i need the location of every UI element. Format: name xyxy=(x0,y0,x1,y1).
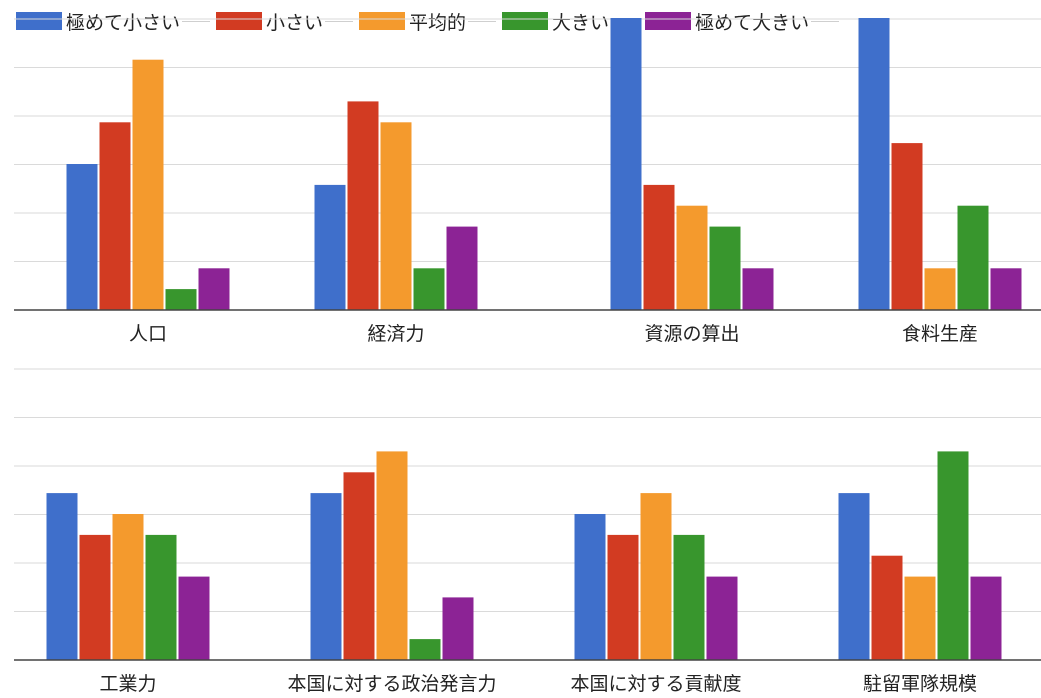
bar xyxy=(347,101,379,311)
category-label: 経済力 xyxy=(367,323,424,345)
bar xyxy=(198,268,230,310)
category-label: 人口 xyxy=(129,323,167,345)
legend-label-large: 大きい xyxy=(552,11,610,34)
bar xyxy=(310,493,342,660)
bar xyxy=(858,18,890,310)
category-label: 工業力 xyxy=(99,673,156,695)
legend-swatch-large xyxy=(502,12,549,30)
legend-label-average: 平均的 xyxy=(409,11,467,34)
category-label: 食料生産 xyxy=(902,323,978,345)
bar xyxy=(706,576,738,660)
bar xyxy=(970,576,1002,660)
bar xyxy=(676,205,708,310)
bar xyxy=(871,555,903,660)
bar xyxy=(640,493,672,660)
bar xyxy=(409,639,441,660)
bar xyxy=(957,205,989,310)
bar xyxy=(937,451,969,660)
bar xyxy=(891,143,923,310)
legend-swatch-small xyxy=(216,12,263,30)
legend-item-very-small[interactable]: 極めて小さい xyxy=(16,8,216,35)
bar xyxy=(643,184,675,310)
bar xyxy=(380,122,412,310)
legend-divider xyxy=(811,20,840,22)
legend-item-large[interactable]: 大きい xyxy=(502,8,645,35)
bar xyxy=(178,576,210,660)
legend: 極めて小さい 小さい 平均的 大きい 極めて大きい xyxy=(16,8,845,34)
bar xyxy=(66,164,98,310)
legend-divider xyxy=(325,20,354,22)
legend-divider xyxy=(468,20,497,22)
bar xyxy=(413,268,445,310)
legend-swatch-average xyxy=(359,12,406,30)
category-label: 資源の算出 xyxy=(644,323,739,345)
bar xyxy=(904,576,936,660)
category-label: 本国に対する貢献度 xyxy=(570,673,741,695)
bar xyxy=(924,268,956,310)
bar xyxy=(132,59,164,311)
legend-swatch-very-small xyxy=(16,12,62,30)
bar xyxy=(376,451,408,660)
bar xyxy=(610,18,642,310)
bar xyxy=(990,268,1022,310)
bar xyxy=(46,493,78,660)
bar xyxy=(99,122,131,310)
legend-swatch-very-large xyxy=(645,12,692,30)
legend-item-small[interactable]: 小さい xyxy=(216,8,359,35)
bar xyxy=(574,514,606,660)
bar xyxy=(442,597,474,660)
bar xyxy=(607,534,639,660)
legend-label-very-large: 極めて大きい xyxy=(695,11,810,34)
legend-item-very-large[interactable]: 極めて大きい xyxy=(645,8,845,35)
category-label: 駐留軍隊規模 xyxy=(863,673,977,695)
bar xyxy=(673,534,705,660)
legend-item-average[interactable]: 平均的 xyxy=(359,8,502,35)
bar xyxy=(343,472,375,660)
bar xyxy=(742,268,774,310)
legend-label-small: 小さい xyxy=(266,11,324,34)
legend-label-very-small: 極めて小さい xyxy=(66,11,181,34)
category-label: 本国に対する政治発言力 xyxy=(287,673,496,695)
legend-divider xyxy=(182,20,211,22)
bar xyxy=(838,493,870,660)
bar xyxy=(145,534,177,660)
bar xyxy=(112,514,144,660)
bar xyxy=(79,534,111,660)
bar xyxy=(165,289,197,310)
bar xyxy=(446,226,478,310)
bar xyxy=(314,184,346,310)
bar xyxy=(709,226,741,310)
